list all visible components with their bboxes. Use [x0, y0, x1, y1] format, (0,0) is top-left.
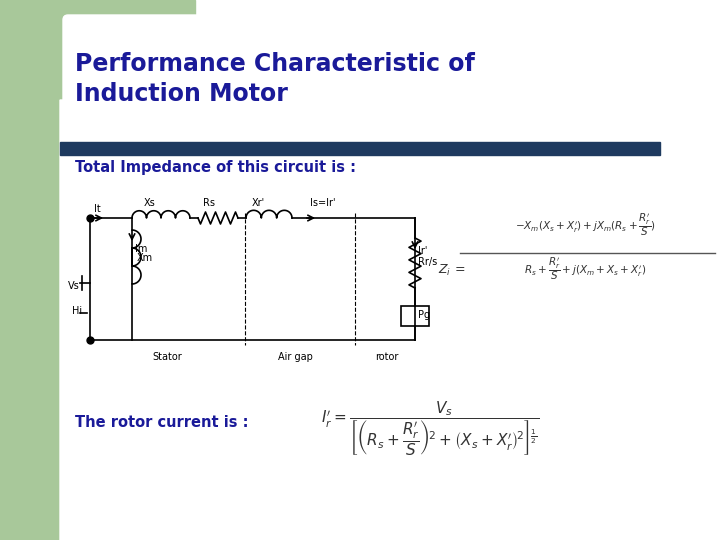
Text: Induction Motor: Induction Motor — [75, 82, 288, 106]
FancyBboxPatch shape — [63, 15, 720, 140]
Text: $Z_i\,=$: $Z_i\,=$ — [438, 262, 465, 278]
Text: The rotor current is :: The rotor current is : — [75, 415, 248, 430]
Text: Performance Characteristic of: Performance Characteristic of — [75, 52, 475, 76]
Text: $-X_m(X_s+X_r')+jX_m(R_s+\dfrac{R_r'}{S})$: $-X_m(X_s+X_r')+jX_m(R_s+\dfrac{R_r'}{S}… — [515, 211, 655, 238]
Text: $R_s+\dfrac{R_r'}{S}+j(X_m+X_s+X_r')$: $R_s+\dfrac{R_r'}{S}+j(X_m+X_s+X_r')$ — [524, 255, 646, 282]
Text: Ir': Ir' — [418, 246, 428, 256]
Text: Rs: Rs — [203, 198, 215, 208]
Text: Xm: Xm — [137, 253, 153, 263]
Text: Vs: Vs — [68, 281, 80, 291]
Text: Is=Ir': Is=Ir' — [310, 198, 336, 208]
Text: Total Impedance of this circuit is :: Total Impedance of this circuit is : — [75, 160, 356, 175]
Bar — [0, 0, 195, 135]
Text: Hi: Hi — [72, 306, 82, 316]
Text: Pg: Pg — [418, 310, 430, 320]
Text: $I_r'=\dfrac{V_s}{\left[\left(R_s+\dfrac{R_r'}{S}\right)^{\!2}+\left(X_s+X_r'\ri: $I_r'=\dfrac{V_s}{\left[\left(R_s+\dfrac… — [321, 400, 539, 458]
Text: Rr/s: Rr/s — [418, 257, 437, 267]
Bar — [60, 142, 660, 155]
Text: Im: Im — [135, 244, 148, 254]
Bar — [0, 0, 60, 540]
Bar — [401, 306, 429, 326]
Text: Xr': Xr' — [252, 198, 265, 208]
Text: Xs: Xs — [144, 198, 156, 208]
Text: rotor: rotor — [375, 352, 398, 362]
FancyBboxPatch shape — [60, 100, 720, 540]
Text: Stator: Stator — [152, 352, 181, 362]
Text: Air gap: Air gap — [278, 352, 313, 362]
Text: It: It — [94, 204, 101, 214]
